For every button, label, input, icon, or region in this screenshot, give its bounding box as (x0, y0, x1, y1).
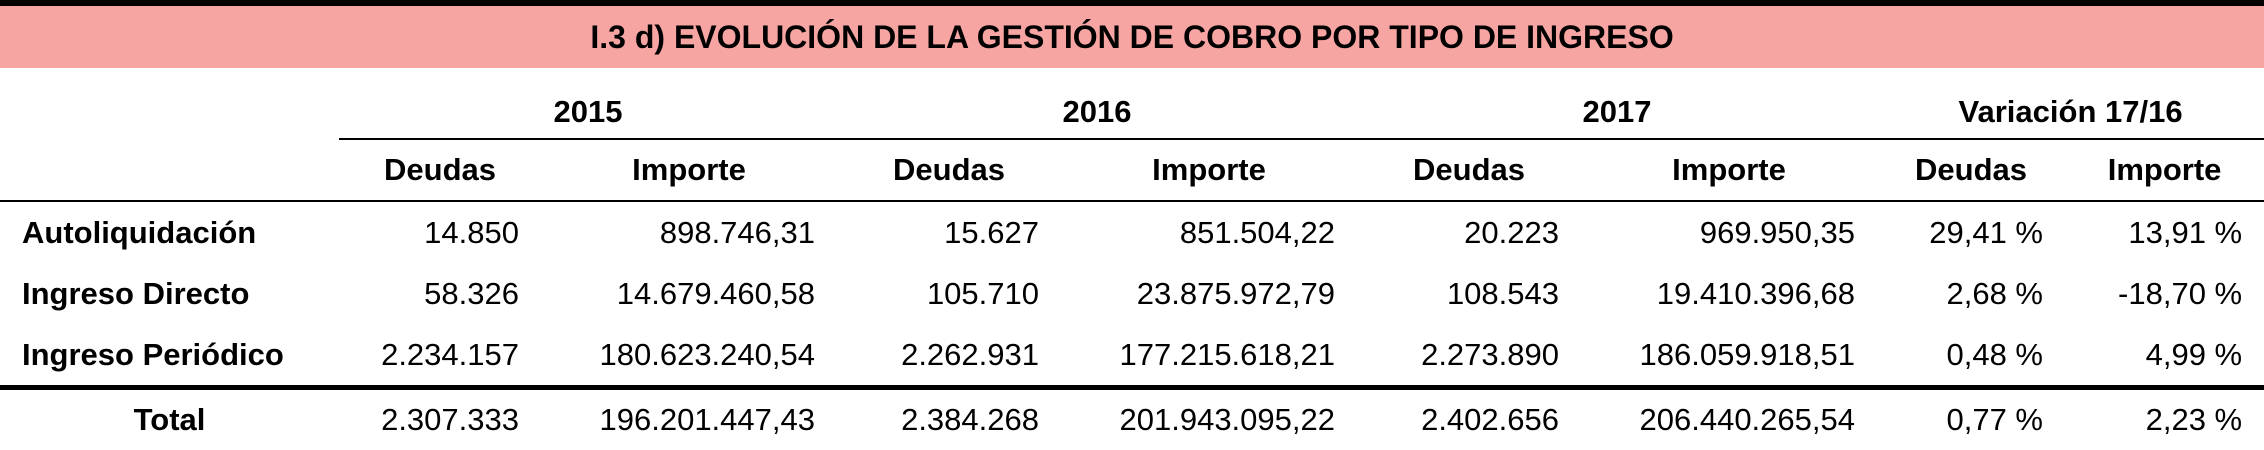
cell: 969.950,35 (1581, 201, 1877, 263)
corner (0, 139, 339, 201)
column-header: Deudas (1877, 139, 2065, 201)
row-label: Ingreso Directo (0, 263, 339, 324)
column-header: Deudas (1357, 139, 1581, 201)
corner (0, 68, 339, 139)
title-row: I.3 d) EVOLUCIÓN DE LA GESTIÓN DE COBRO … (0, 3, 2264, 68)
cell: 105.710 (837, 263, 1061, 324)
column-header: Deudas (837, 139, 1061, 201)
column-header: Importe (1581, 139, 1877, 201)
cell: 14.679.460,58 (541, 263, 837, 324)
column-header: Importe (1061, 139, 1357, 201)
group-header: 2016 (837, 68, 1357, 139)
group-header: Variación 17/16 (1877, 68, 2264, 139)
table-body: I.3 d) EVOLUCIÓN DE LA GESTIÓN DE COBRO … (0, 3, 2264, 450)
cell: 2.262.931 (837, 324, 1061, 388)
cell: 29,41 % (1877, 201, 2065, 263)
row-label: Autoliquidación (0, 201, 339, 263)
cell: 23.875.972,79 (1061, 263, 1357, 324)
column-header: Deudas (339, 139, 541, 201)
cell: 2.234.157 (339, 324, 541, 388)
table-title: I.3 d) EVOLUCIÓN DE LA GESTIÓN DE COBRO … (0, 3, 2264, 68)
cell: 186.059.918,51 (1581, 324, 1877, 388)
cell: 20.223 (1357, 201, 1581, 263)
column-header: Importe (2065, 139, 2264, 201)
cell: 177.215.618,21 (1061, 324, 1357, 388)
group-header: 2015 (339, 68, 837, 139)
cell: 2,68 % (1877, 263, 2065, 324)
cell: 108.543 (1357, 263, 1581, 324)
cell: 13,91 % (2065, 201, 2264, 263)
cell: 898.746,31 (541, 201, 837, 263)
cell: 0,48 % (1877, 324, 2065, 388)
cell: 851.504,22 (1061, 201, 1357, 263)
cell: 2.273.890 (1357, 324, 1581, 388)
group-header: 2017 (1357, 68, 1877, 139)
cell: 58.326 (339, 263, 541, 324)
row-label: Ingreso Periódico (0, 324, 339, 388)
cell: 180.623.240,54 (541, 324, 837, 388)
cell: 19.410.396,68 (1581, 263, 1877, 324)
cell: 15.627 (837, 201, 1061, 263)
cell: -18,70 % (2065, 263, 2264, 324)
cell: 4,99 % (2065, 324, 2264, 388)
column-header: Importe (541, 139, 837, 201)
cell: 14.850 (339, 201, 541, 263)
